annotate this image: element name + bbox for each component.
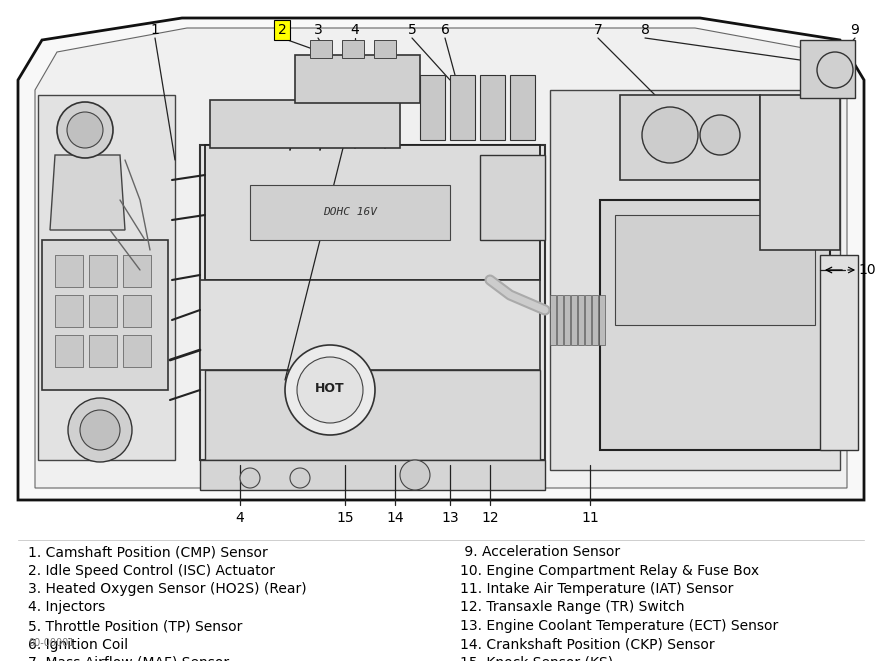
Polygon shape xyxy=(510,75,535,140)
Bar xyxy=(342,40,364,58)
Polygon shape xyxy=(38,95,175,460)
Bar xyxy=(55,335,83,367)
Circle shape xyxy=(68,398,132,462)
Text: 1. Camshaft Position (CMP) Sensor: 1. Camshaft Position (CMP) Sensor xyxy=(28,545,268,559)
Polygon shape xyxy=(480,75,505,140)
Polygon shape xyxy=(35,28,847,488)
Text: 00-00001: 00-00001 xyxy=(28,638,74,648)
Circle shape xyxy=(67,112,103,148)
Circle shape xyxy=(290,468,310,488)
Circle shape xyxy=(400,460,430,490)
Polygon shape xyxy=(564,295,570,345)
Bar xyxy=(123,255,151,287)
Text: 9. Acceleration Sensor: 9. Acceleration Sensor xyxy=(460,545,620,559)
Text: 4: 4 xyxy=(235,511,244,525)
Polygon shape xyxy=(205,370,540,460)
Text: 4: 4 xyxy=(351,23,359,37)
Polygon shape xyxy=(420,75,445,140)
Circle shape xyxy=(700,115,740,155)
Polygon shape xyxy=(450,75,475,140)
Circle shape xyxy=(817,52,853,88)
Text: 3. Heated Oxygen Sensor (HO2S) (Rear): 3. Heated Oxygen Sensor (HO2S) (Rear) xyxy=(28,582,307,596)
Text: 3: 3 xyxy=(314,23,323,37)
Polygon shape xyxy=(550,90,840,470)
Text: 12: 12 xyxy=(482,511,499,525)
Polygon shape xyxy=(210,100,400,148)
Text: 8: 8 xyxy=(640,23,649,37)
Polygon shape xyxy=(571,295,577,345)
Text: 6. Ignition Coil: 6. Ignition Coil xyxy=(28,637,128,652)
Text: 1: 1 xyxy=(151,23,160,37)
Polygon shape xyxy=(600,200,830,450)
Polygon shape xyxy=(550,295,556,345)
Text: 14. Crankshaft Position (CKP) Sensor: 14. Crankshaft Position (CKP) Sensor xyxy=(460,637,714,652)
Text: 6: 6 xyxy=(441,23,450,37)
Bar xyxy=(310,40,332,58)
Bar xyxy=(89,335,117,367)
Circle shape xyxy=(57,102,113,158)
Text: 5. Throttle Position (TP) Sensor: 5. Throttle Position (TP) Sensor xyxy=(28,619,243,633)
Text: 13: 13 xyxy=(441,511,459,525)
Polygon shape xyxy=(578,295,584,345)
Polygon shape xyxy=(620,95,760,180)
Text: 11: 11 xyxy=(581,511,599,525)
Circle shape xyxy=(642,107,698,163)
Bar xyxy=(123,335,151,367)
Bar xyxy=(55,295,83,327)
Polygon shape xyxy=(200,460,545,490)
Text: 15: 15 xyxy=(336,511,354,525)
Text: 9: 9 xyxy=(850,23,859,37)
Bar xyxy=(615,215,815,325)
Polygon shape xyxy=(592,295,598,345)
Bar xyxy=(89,295,117,327)
Text: 14: 14 xyxy=(386,511,404,525)
Polygon shape xyxy=(200,280,540,370)
Bar xyxy=(55,255,83,287)
Text: 15. Knock Sensor (KS): 15. Knock Sensor (KS) xyxy=(460,656,613,661)
Polygon shape xyxy=(205,145,540,280)
Polygon shape xyxy=(800,40,855,98)
Text: 5: 5 xyxy=(407,23,416,37)
Polygon shape xyxy=(760,95,840,250)
Polygon shape xyxy=(557,295,563,345)
Bar xyxy=(374,40,396,58)
Circle shape xyxy=(240,468,260,488)
Polygon shape xyxy=(50,155,125,230)
Text: 10. Engine Compartment Relay & Fuse Box: 10. Engine Compartment Relay & Fuse Box xyxy=(460,563,759,578)
Text: 13. Engine Coolant Temperature (ECT) Sensor: 13. Engine Coolant Temperature (ECT) Sen… xyxy=(460,619,778,633)
Polygon shape xyxy=(200,145,545,460)
Text: 4. Injectors: 4. Injectors xyxy=(28,600,105,615)
Text: 7. Mass Airflow (MAF) Sensor: 7. Mass Airflow (MAF) Sensor xyxy=(28,656,229,661)
Bar xyxy=(89,255,117,287)
Polygon shape xyxy=(480,155,545,240)
Text: 11. Intake Air Temperature (IAT) Sensor: 11. Intake Air Temperature (IAT) Sensor xyxy=(460,582,733,596)
Polygon shape xyxy=(42,240,168,390)
Polygon shape xyxy=(820,255,858,450)
Polygon shape xyxy=(18,18,864,500)
Text: DOHC 16V: DOHC 16V xyxy=(323,207,377,217)
Polygon shape xyxy=(599,295,605,345)
Circle shape xyxy=(80,410,120,450)
Text: 2: 2 xyxy=(278,23,287,37)
Circle shape xyxy=(297,357,363,423)
Polygon shape xyxy=(585,295,591,345)
Bar xyxy=(250,185,450,240)
Circle shape xyxy=(285,345,375,435)
Text: 7: 7 xyxy=(594,23,602,37)
Polygon shape xyxy=(295,55,420,103)
Text: HOT: HOT xyxy=(315,381,345,395)
Text: 10: 10 xyxy=(858,263,876,277)
Text: 2. Idle Speed Control (ISC) Actuator: 2. Idle Speed Control (ISC) Actuator xyxy=(28,563,275,578)
Bar xyxy=(123,295,151,327)
Text: 12. Transaxle Range (TR) Switch: 12. Transaxle Range (TR) Switch xyxy=(460,600,684,615)
